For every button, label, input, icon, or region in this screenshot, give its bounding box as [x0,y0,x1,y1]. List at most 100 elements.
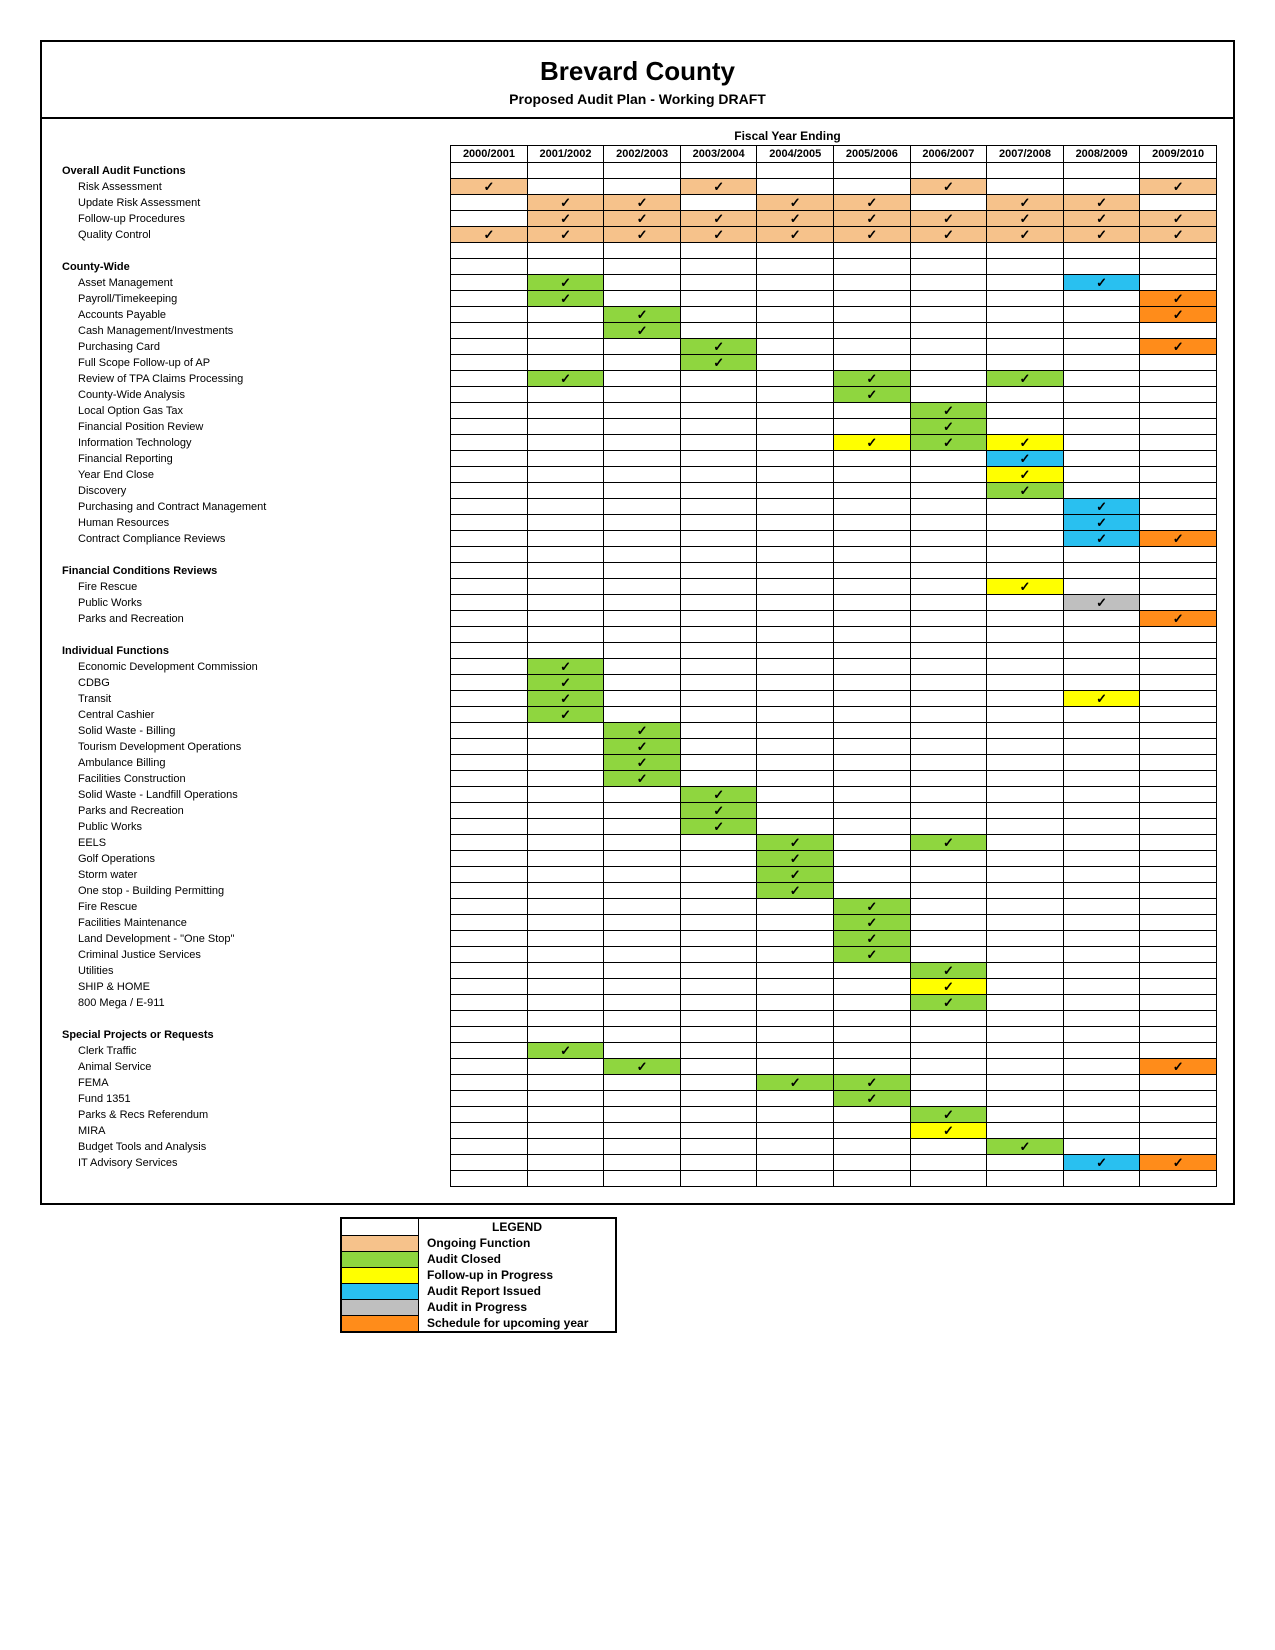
plan-cell [604,563,681,579]
table-row: One stop - Building Permitting✓ [58,883,1217,899]
plan-cell: ✓ [1140,1155,1217,1171]
plan-cell [834,515,911,531]
plan-cell [757,499,834,515]
plan-cell [834,835,911,851]
plan-cell [680,531,757,547]
row-label: Information Technology [58,435,451,451]
plan-cell [451,515,528,531]
plan-cell [834,659,911,675]
plan-cell [1140,739,1217,755]
year-header: 2002/2003 [604,146,681,163]
plan-cell [604,483,681,499]
plan-cell [1140,627,1217,643]
plan-cell [987,915,1064,931]
plan-cell [451,1171,528,1187]
plan-cell: ✓ [527,291,604,307]
spacer-label [58,243,451,259]
plan-cell [527,451,604,467]
plan-cell [1140,499,1217,515]
plan-cell [604,1091,681,1107]
plan-cell: ✓ [604,1059,681,1075]
plan-cell [1063,883,1140,899]
plan-cell [680,979,757,995]
year-header: 2006/2007 [910,146,987,163]
plan-cell [604,1123,681,1139]
plan-cell [451,275,528,291]
plan-cell [987,531,1064,547]
plan-cell [451,819,528,835]
plan-cell: ✓ [910,995,987,1011]
plan-cell: ✓ [834,227,911,243]
row-label: Transit [58,691,451,707]
row-label: Financial Reporting [58,451,451,467]
plan-cell [451,611,528,627]
plan-cell [451,499,528,515]
checkmark-icon: ✓ [1096,691,1107,706]
legend-row: Schedule for upcoming year [341,1315,616,1332]
plan-cell [604,931,681,947]
checkmark-icon: ✓ [637,227,648,242]
plan-cell [1140,579,1217,595]
row-label: Fire Rescue [58,579,451,595]
checkmark-icon: ✓ [1173,227,1184,242]
plan-cell [987,867,1064,883]
plan-cell [527,1139,604,1155]
plan-cell: ✓ [1063,531,1140,547]
row-label: 800 Mega / E-911 [58,995,451,1011]
plan-cell [834,339,911,355]
table-row: Utilities✓ [58,963,1217,979]
plan-cell [527,179,604,195]
checkmark-icon: ✓ [866,931,877,946]
checkmark-icon: ✓ [713,355,724,370]
table-row: IT Advisory Services✓✓ [58,1155,1217,1171]
checkmark-icon: ✓ [1173,339,1184,354]
row-label: CDBG [58,675,451,691]
plan-cell [451,979,528,995]
plan-cell [834,1059,911,1075]
table-row: Storm water✓ [58,867,1217,883]
legend-label: Audit Closed [419,1251,617,1267]
plan-cell [451,771,528,787]
plan-cell [527,771,604,787]
plan-cell: ✓ [527,211,604,227]
plan-cell [604,1139,681,1155]
row-label: Golf Operations [58,851,451,867]
plan-cell [527,611,604,627]
plan-cell [1063,387,1140,403]
row-label: Full Scope Follow-up of AP [58,355,451,371]
plan-cell [680,259,757,275]
plan-cell [451,931,528,947]
plan-cell [1063,659,1140,675]
checkmark-icon: ✓ [866,371,877,386]
plan-cell [1140,835,1217,851]
plan-cell [451,1155,528,1171]
plan-cell [910,451,987,467]
plan-cell [451,323,528,339]
plan-cell: ✓ [987,435,1064,451]
plan-cell [757,563,834,579]
plan-cell [910,1091,987,1107]
plan-cell [987,755,1064,771]
checkmark-icon: ✓ [866,947,877,962]
plan-cell: ✓ [910,1123,987,1139]
plan-cell [451,1011,528,1027]
plan-cell [987,771,1064,787]
plan-cell [987,403,1064,419]
plan-cell [757,819,834,835]
plan-cell [757,1091,834,1107]
plan-cell [987,323,1064,339]
plan-cell: ✓ [757,227,834,243]
plan-cell: ✓ [910,963,987,979]
plan-cell [527,323,604,339]
plan-cell [987,707,1064,723]
plan-cell: ✓ [987,467,1064,483]
plan-cell [604,259,681,275]
plan-cell: ✓ [604,211,681,227]
plan-cell: ✓ [910,1107,987,1123]
plan-cell [527,1171,604,1187]
row-label: FEMA [58,1075,451,1091]
plan-cell [1140,195,1217,211]
section-heading: County-Wide [58,259,451,275]
plan-cell [451,723,528,739]
plan-cell [680,451,757,467]
